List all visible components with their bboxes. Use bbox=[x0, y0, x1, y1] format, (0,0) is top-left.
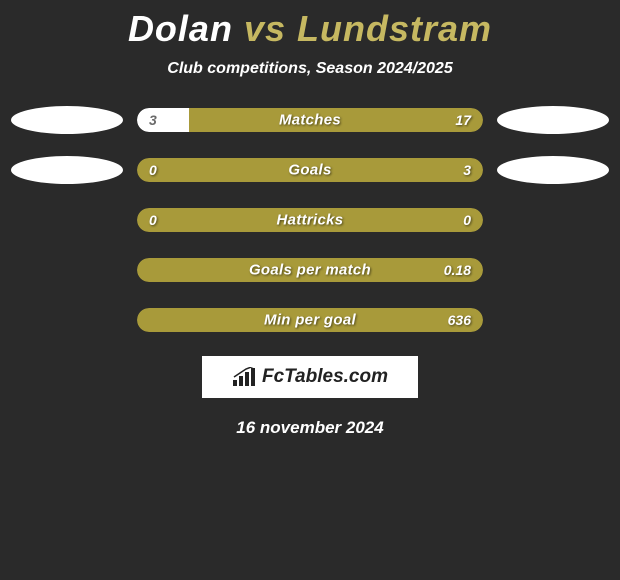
player1-form-oval bbox=[11, 106, 123, 134]
stat-bar: 317Matches bbox=[137, 108, 483, 132]
logo-box: FcTables.com bbox=[202, 356, 418, 398]
stat-row: 00Hattricks bbox=[0, 206, 620, 234]
stat-label: Matches bbox=[137, 112, 483, 129]
stat-bar: 0.18Goals per match bbox=[137, 258, 483, 282]
stat-label: Goals per match bbox=[137, 262, 483, 279]
player2-name: Lundstram bbox=[297, 8, 492, 49]
stat-label: Min per goal bbox=[137, 312, 483, 329]
chart-icon bbox=[232, 367, 256, 387]
stat-bar: 636Min per goal bbox=[137, 308, 483, 332]
stat-bar: 00Hattricks bbox=[137, 208, 483, 232]
stat-label: Goals bbox=[137, 162, 483, 179]
stat-row: 03Goals bbox=[0, 156, 620, 184]
stat-bar: 03Goals bbox=[137, 158, 483, 182]
date-text: 16 november 2024 bbox=[0, 418, 620, 438]
page-title: Dolan vs Lundstram bbox=[0, 0, 620, 54]
stat-label: Hattricks bbox=[137, 212, 483, 229]
player1-name: Dolan bbox=[128, 8, 233, 49]
stat-row: 317Matches bbox=[0, 106, 620, 134]
stat-row: 0.18Goals per match bbox=[0, 256, 620, 284]
player2-form-oval bbox=[497, 156, 609, 184]
stat-rows-container: 317Matches 03Goals 00Hattricks 0.18Goals pe… bbox=[0, 106, 620, 334]
logo-text: FcTables.com bbox=[262, 366, 388, 388]
subtitle: Club competitions, Season 2024/2025 bbox=[0, 60, 620, 78]
player2-form-oval bbox=[497, 106, 609, 134]
stat-row: 636Min per goal bbox=[0, 306, 620, 334]
vs-text: vs bbox=[244, 8, 286, 49]
player1-form-oval bbox=[11, 156, 123, 184]
